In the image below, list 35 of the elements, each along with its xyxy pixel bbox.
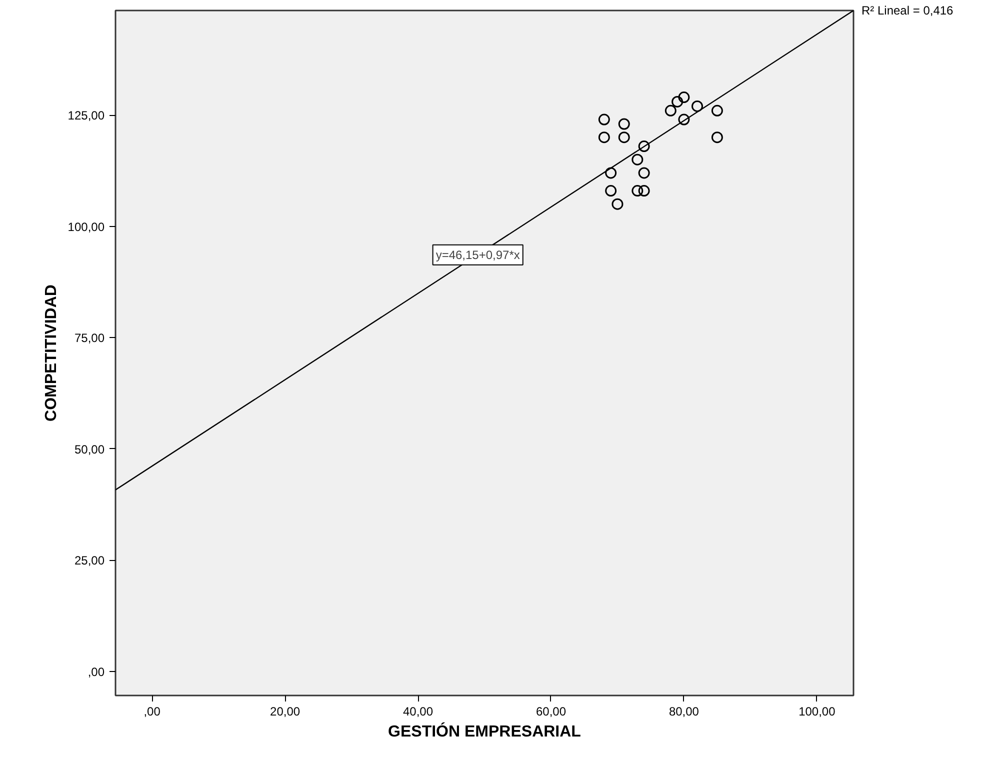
point	[678, 114, 690, 126]
point	[638, 140, 650, 152]
point	[664, 104, 676, 116]
point	[692, 100, 704, 112]
point	[632, 154, 644, 166]
annotation: y=46,15+0,97*x	[436, 248, 520, 262]
point	[632, 185, 644, 197]
point	[605, 185, 617, 197]
y-tick-label: 75,00	[74, 331, 105, 346]
point	[598, 132, 610, 144]
y-tick-label: ,00	[88, 664, 105, 679]
point	[598, 114, 610, 126]
point	[618, 132, 630, 144]
point	[678, 92, 690, 104]
x-tick-label: 60,00	[536, 704, 566, 718]
point	[618, 118, 630, 130]
x-tick-label: 40,00	[403, 704, 434, 718]
point	[612, 198, 624, 210]
y-axis-title: COMPETITIVIDAD	[42, 284, 60, 422]
x-tick-label: 80,00	[668, 704, 700, 718]
point	[638, 185, 650, 197]
x-tick-label: 20,00	[270, 704, 300, 718]
point	[638, 167, 650, 179]
y-tick-label: 125,00	[68, 108, 105, 123]
x-tick-label: 100,00	[798, 704, 836, 718]
point	[605, 167, 617, 179]
text: R² Lineal = 0,416	[862, 4, 954, 18]
y-tick-label: 100,00	[68, 220, 105, 234]
point	[711, 104, 723, 116]
point	[711, 132, 723, 144]
x-tick-label: ,00	[144, 704, 161, 718]
x-axis-title: GESTIÓN EMPRESARIAL	[388, 722, 582, 740]
y-tick-label: 25,00	[74, 554, 105, 568]
y-tick-label: 50,00	[74, 442, 105, 456]
point	[672, 96, 684, 108]
